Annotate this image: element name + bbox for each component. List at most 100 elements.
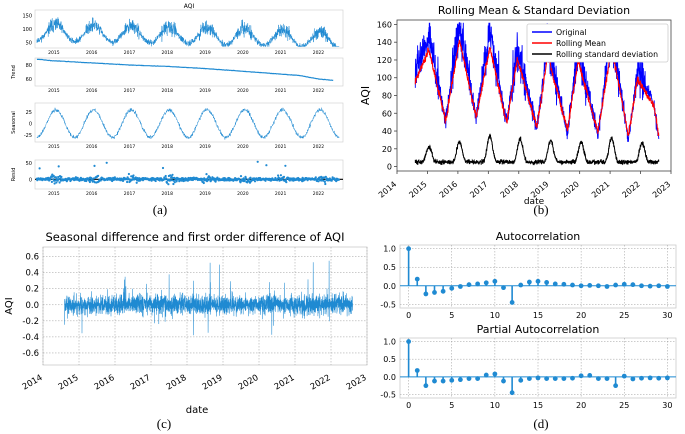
y-tick-label: -0.2 xyxy=(22,317,39,327)
resid-point xyxy=(53,182,56,185)
x-tick-label: 2018 xyxy=(162,144,174,150)
x-tick-label: 30 xyxy=(662,311,672,320)
lag-marker xyxy=(466,376,472,381)
subplot-frame xyxy=(34,57,344,87)
legend-label: Rolling Mean xyxy=(556,39,606,48)
x-tick-label: 5 xyxy=(449,401,454,410)
x-tick-label: 2015 xyxy=(48,50,60,56)
x-tick-label: 2017 xyxy=(468,180,489,200)
resid-point xyxy=(205,173,208,176)
subplot-frame xyxy=(34,159,344,190)
resid-point xyxy=(122,179,125,182)
y-tick-label: 0 xyxy=(387,163,392,172)
chart-title: Partial Autocorrelation xyxy=(477,323,600,336)
resid-point xyxy=(161,166,165,170)
pacf-plot: Partial Autocorrelation 1.0 0.5 0.0 -0.5 0 5 10… xyxy=(380,323,677,410)
subplot-trend: Trend 80 60 2015 2016 2017 2018 2019 2020 2021 202… xyxy=(11,57,344,94)
resid-point xyxy=(93,164,96,167)
lag-marker xyxy=(406,339,412,344)
y-tick-label: 0.5 xyxy=(383,263,396,272)
x-tick-label: 30 xyxy=(662,401,672,410)
lag-marker xyxy=(492,371,498,377)
chart-title: Autocorrelation xyxy=(496,230,581,243)
observed-line xyxy=(36,17,340,48)
x-tick-label: 2021 xyxy=(273,373,297,392)
x-tick-label: 2020 xyxy=(237,373,261,392)
lag-marker xyxy=(595,376,601,381)
resid-point xyxy=(99,179,102,182)
lag-marker xyxy=(501,285,506,291)
x-tick-label: 2021 xyxy=(275,50,287,56)
lag-marker xyxy=(595,283,601,289)
lag-marker xyxy=(518,282,524,288)
resid-point xyxy=(90,177,93,180)
resid-point xyxy=(54,179,57,182)
x-tick-label: 2016 xyxy=(86,144,98,150)
resid-point xyxy=(239,175,243,178)
resid-point xyxy=(238,178,241,181)
resid-point xyxy=(57,165,60,168)
resid-point xyxy=(105,161,108,164)
resid-point xyxy=(57,175,60,179)
resid-point xyxy=(253,180,257,183)
y-tick-label: 80 xyxy=(382,92,392,101)
x-tick-label: 25 xyxy=(619,401,629,410)
x-tick-label: 2023 xyxy=(651,180,672,200)
legend-label: Rolling standard deviation xyxy=(556,50,658,59)
resid-point xyxy=(209,176,212,179)
y-tick-label: 60 xyxy=(382,109,392,118)
resid-point xyxy=(127,172,130,176)
lag-marker xyxy=(423,383,429,389)
x-tick-label: 2015 xyxy=(48,191,60,197)
x-tick-label: 2019 xyxy=(201,373,225,392)
y-tick-label: 20 xyxy=(382,145,392,154)
lag-marker xyxy=(440,378,446,384)
x-tick-label: 2015 xyxy=(407,180,428,200)
lag-marker xyxy=(604,376,610,381)
resid-point xyxy=(38,167,41,170)
lag-marker xyxy=(613,282,619,288)
y-tick-label: -0.5 xyxy=(380,390,396,399)
lag-marker xyxy=(526,376,532,381)
y-tick-label: 40 xyxy=(382,127,392,136)
lag-marker xyxy=(518,377,524,383)
lag-marker xyxy=(647,375,653,381)
y-tick-label: 1.0 xyxy=(383,338,396,347)
resid-point xyxy=(264,179,267,182)
x-axis-label: date xyxy=(524,197,545,207)
lag-marker xyxy=(414,276,420,282)
x-tick-label: 0 xyxy=(406,401,411,410)
subplot-ylabel: Resid xyxy=(11,168,17,182)
lag-marker xyxy=(587,282,593,288)
resid-point xyxy=(337,178,340,181)
y-tick-label: 160 xyxy=(377,20,392,29)
resid-point xyxy=(187,176,190,180)
x-tick-label: 2022 xyxy=(313,50,325,56)
x-tick-label: 2017 xyxy=(124,144,136,150)
y-tick-label: 1.0 xyxy=(383,245,396,254)
y-tick-label: 50 xyxy=(26,41,32,47)
subplot-ylabel: Trend xyxy=(11,65,17,80)
lag-marker xyxy=(587,373,593,378)
x-tick-label: 2020 xyxy=(560,180,581,200)
resid-point xyxy=(282,175,286,178)
trend-line xyxy=(36,58,334,81)
lag-marker xyxy=(613,383,619,389)
x-tick-label: 2019 xyxy=(199,88,211,94)
x-tick-label: 2015 xyxy=(48,88,60,94)
legend-box xyxy=(526,23,669,63)
series-differenced-aqi xyxy=(64,260,353,336)
resid-point xyxy=(54,176,58,179)
y-tick-label: 25 xyxy=(26,110,32,116)
x-tick-label: 2016 xyxy=(86,88,98,94)
resid-point xyxy=(50,180,54,183)
resid-point xyxy=(324,175,327,178)
x-tick-label: 2017 xyxy=(124,191,136,197)
subplot-seasonal: Seasonal 25 0 -25 2015 2016 2017 2018 2019 2020 20… xyxy=(11,102,344,150)
x-tick-label: 2016 xyxy=(438,180,459,200)
lag-marker xyxy=(544,280,550,285)
x-tick-label: 15 xyxy=(533,401,543,410)
x-tick-label: 2019 xyxy=(199,50,211,56)
panel-c-differenced-series: Seasonal difference and first order diff… xyxy=(4,230,369,416)
resid-point xyxy=(314,176,317,179)
